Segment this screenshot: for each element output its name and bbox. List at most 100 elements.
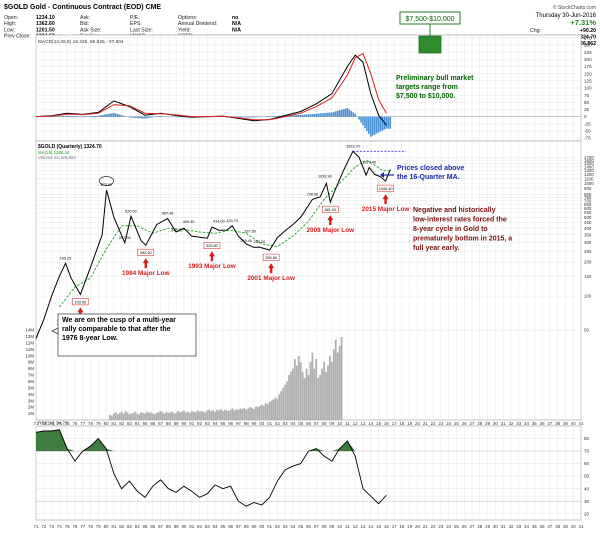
price-label: 297.00 — [119, 236, 131, 240]
x-tick-label-bottom: 31 — [501, 524, 506, 529]
x-tick-label-bottom: 91 — [189, 524, 194, 529]
volume-bar — [112, 413, 115, 420]
macd-histogram-bar — [368, 116, 370, 134]
volume-bar — [165, 411, 168, 420]
x-tick-label-bottom: 33 — [516, 524, 521, 529]
volume-bar — [175, 412, 178, 420]
macd-histogram-bar — [74, 116, 76, 117]
x-tick-label-bottom: 40 — [571, 524, 576, 529]
volume-bar — [305, 368, 308, 420]
price-label-box — [322, 205, 339, 213]
macd-histogram-bar — [313, 113, 316, 117]
volume-bar — [132, 412, 135, 420]
macd-histogram-bar — [371, 116, 374, 136]
volume-bar — [194, 412, 197, 420]
macd-histogram-bar — [144, 116, 146, 119]
macd-histogram-bar — [76, 116, 78, 117]
x-tick-label-bottom: 28 — [477, 524, 482, 529]
x-tick-label-mid: 07 — [314, 421, 319, 426]
price-label: 195.25 — [60, 256, 72, 260]
price-tick-label: 250 — [584, 249, 592, 254]
rates-note-line: low-interest rates forced the — [413, 217, 507, 224]
volume-bar — [149, 412, 152, 420]
x-tick-label-bottom: 73 — [49, 524, 54, 529]
stat-value: 1362.60 — [36, 21, 55, 27]
macd-tick-label: 75 — [584, 93, 590, 98]
macd-histogram-bar — [134, 116, 137, 118]
volume-tick-label: 2M — [28, 405, 34, 410]
price-tick-label: 1400 — [584, 164, 594, 169]
price-tick-label: 700 — [584, 198, 592, 203]
volume-tick-label: 8M — [28, 366, 34, 371]
volume-bar — [288, 375, 290, 420]
x-tick-label-mid: 95 — [220, 421, 225, 426]
volume-bar — [202, 411, 205, 420]
price-label-box — [377, 184, 394, 192]
macd-histogram-bar — [93, 115, 96, 117]
volume-bar — [317, 378, 320, 420]
x-tick-label-bottom: 24 — [446, 524, 451, 529]
x-tick-label-mid: 74 — [57, 421, 62, 426]
right-stat-value: 1324.70 — [577, 35, 596, 41]
x-tick-label-bottom: 36 — [540, 524, 545, 529]
rsi-tick-label: 20 — [584, 511, 590, 516]
macd-histogram-bar — [350, 110, 353, 117]
volume-bar — [171, 411, 174, 420]
volume-bar — [247, 408, 250, 420]
x-tick-label-bottom: 93 — [205, 524, 210, 529]
x-tick-label-bottom: 07 — [314, 524, 319, 529]
volume-bar — [212, 410, 215, 420]
volume-bar — [204, 412, 207, 420]
price-label: 520.00 — [125, 209, 137, 213]
volume-bar — [330, 362, 333, 420]
volume-bar — [126, 412, 129, 420]
volume-tick-label: 9M — [28, 360, 34, 365]
major-low-arrow — [268, 263, 275, 274]
x-tick-label-bottom: 30 — [493, 524, 498, 529]
stat-value: N/A — [232, 27, 241, 33]
macd-histogram-bar — [331, 112, 333, 117]
macd-histogram-bar — [58, 116, 61, 117]
volume-bar — [163, 413, 166, 420]
macd-histogram-bar — [352, 112, 355, 117]
x-tick-label-bottom: 99 — [252, 524, 257, 529]
macd-histogram-bar — [107, 113, 109, 117]
macd-histogram-bar — [237, 116, 240, 118]
macd-histogram-bar — [354, 113, 357, 117]
macd-histogram-bar — [97, 115, 100, 117]
macd-histogram-bar — [95, 115, 98, 117]
macd-histogram-bar — [315, 113, 318, 117]
volume-bar — [233, 410, 236, 420]
x-tick-label-bottom: 21 — [423, 524, 428, 529]
price-label: 420.70 — [226, 219, 238, 223]
macd-histogram-bar — [146, 116, 148, 119]
volume-bar — [260, 404, 263, 420]
x-tick-label-mid: 84 — [135, 421, 140, 426]
stat-label: Ask: — [80, 15, 90, 21]
macd-tick-label: 275 — [584, 35, 592, 40]
moving-average-line — [59, 159, 391, 308]
price-label: 255.80 — [265, 256, 277, 260]
macd-signal-line — [35, 52, 387, 121]
ma-note: Prices closed above the 16-Quarter MA. — [397, 165, 464, 181]
macd-histogram-bar — [118, 114, 121, 117]
x-tick-label-mid: 28 — [477, 421, 482, 426]
x-tick-label-bottom: 16 — [384, 524, 389, 529]
volume-bar — [319, 375, 322, 420]
macd-histogram-bar — [379, 116, 382, 132]
x-tick-label-bottom: 84 — [135, 524, 140, 529]
x-tick-label-mid: 93 — [205, 421, 210, 426]
volume-bar — [134, 411, 137, 420]
volume-bar — [309, 362, 312, 420]
volume-bar — [266, 403, 269, 420]
x-tick-label-bottom: 75 — [65, 524, 70, 529]
x-tick-label-mid: 76 — [72, 421, 77, 426]
macd-tick-label: 200 — [584, 57, 592, 62]
cusp-note-pointer — [51, 327, 59, 335]
macd-histogram-bar — [297, 115, 300, 117]
macd-histogram-bar — [276, 115, 279, 117]
volume-tick-label: 10M — [25, 353, 34, 358]
macd-histogram-bar — [177, 116, 179, 118]
x-tick-label-mid: 72 — [41, 421, 46, 426]
volume-tick-label: 13M — [25, 334, 34, 339]
